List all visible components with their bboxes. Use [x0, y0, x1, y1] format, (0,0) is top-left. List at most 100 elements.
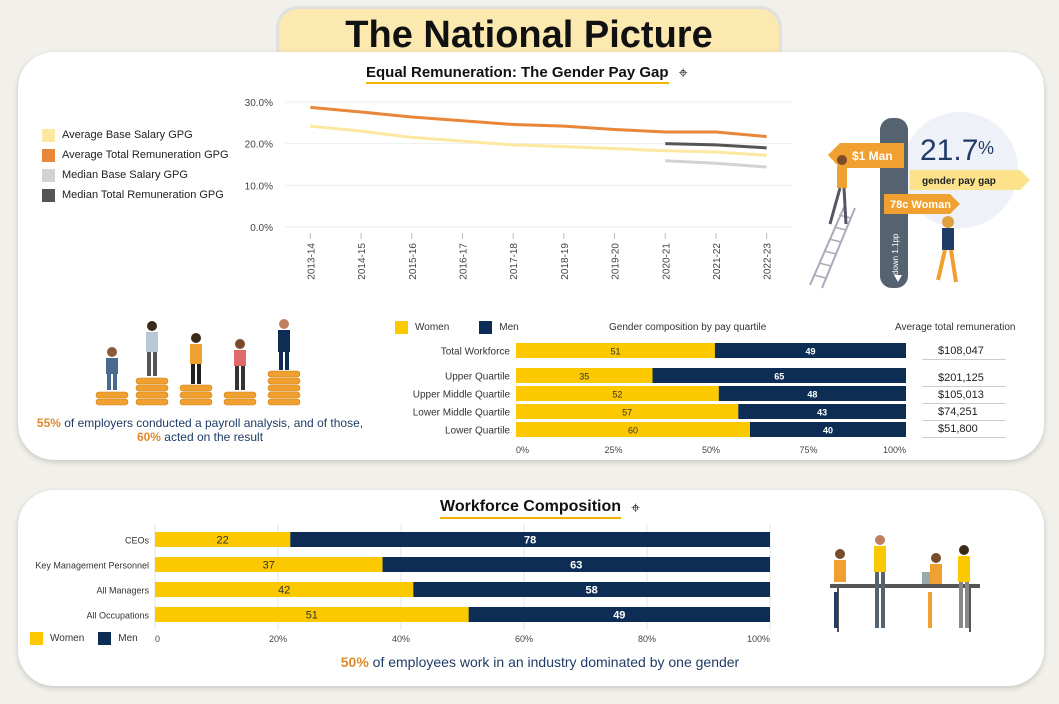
- data-label-men: 65: [774, 372, 784, 382]
- x-tick-label: 2014-15: [357, 243, 368, 280]
- gap-unit: %: [978, 138, 994, 158]
- bar-men: [718, 386, 906, 401]
- bar-men: [738, 404, 906, 419]
- legend-label: Median Total Remuneration GPG: [62, 189, 224, 201]
- data-label-women: 57: [622, 408, 632, 418]
- people-figures: [106, 319, 290, 390]
- colleague-figures: [834, 535, 970, 628]
- bar-women: [516, 404, 739, 419]
- x-tick-label: 50%: [702, 445, 720, 455]
- woman-sign-text: 78c Woman: [890, 199, 951, 211]
- click-cursor-icon[interactable]: ⌖: [678, 65, 688, 82]
- legend-swatch: [42, 168, 55, 182]
- click-cursor-icon[interactable]: ⌖: [631, 499, 641, 517]
- data-label-men: 58: [586, 585, 598, 597]
- gap-label-arrow: [910, 170, 1030, 190]
- quartile-bar-chart: Total Workforce 51 49 Upper Quartile 35 65 Upp…: [413, 343, 906, 455]
- man-figure-icon: [828, 155, 848, 225]
- legend-swatch-men: [479, 321, 493, 334]
- data-label-women: 60: [628, 426, 638, 436]
- man-sign-arrow: [828, 143, 904, 168]
- coins-illustration: [95, 319, 301, 406]
- data-label-women: 37: [263, 560, 275, 572]
- man-sign-text: $1 Man: [852, 149, 893, 163]
- legend-women-label: Women: [50, 633, 85, 644]
- data-label-women: 51: [306, 610, 318, 622]
- pay-gap-title-wrap: Equal Remuneration: The Gender Pay Gap ⌖: [366, 64, 688, 84]
- x-tick-label: 0: [155, 634, 160, 644]
- series-line: [665, 159, 767, 169]
- bar-women: [516, 368, 653, 383]
- coin-stacks: [95, 370, 301, 406]
- bar-men: [714, 343, 906, 358]
- legend-item-median-total[interactable]: Median Total Remuneration GPG: [42, 185, 229, 205]
- quartile-chart-title: Gender composition by pay quartile: [609, 322, 767, 333]
- data-label-men: 43: [817, 408, 827, 418]
- x-tick-label: 2020-21: [661, 243, 672, 280]
- remuneration-upper-middle: $105,013: [922, 387, 1006, 404]
- category-label: Upper Middle Quartile: [413, 390, 511, 401]
- remuneration-lower-middle: $74,251: [922, 404, 1006, 421]
- woman-figure-icon: [936, 216, 958, 283]
- category-label: Key Management Personnel: [35, 561, 149, 571]
- legend-women-label: Women: [415, 322, 450, 333]
- pay-gap-illustration: $1 Man 78c Woman gender pay gap 21.7 % d…: [809, 112, 1030, 289]
- series-line: [310, 124, 767, 157]
- legend-men-label: Men: [499, 322, 519, 333]
- data-label-men: 63: [570, 560, 582, 572]
- data-label-men: 49: [805, 347, 815, 357]
- data-label-women: 35: [579, 372, 589, 382]
- category-label: All Managers: [96, 586, 149, 596]
- legend-swatch-women: [30, 632, 43, 645]
- x-tick-label: 100%: [747, 634, 770, 644]
- workforce-caption-text: of employees work in an industry dominat…: [368, 654, 740, 670]
- category-label: Lower Middle Quartile: [413, 408, 511, 419]
- x-tick-label: 2021-22: [712, 243, 723, 280]
- workforce-caption: 50% of employees work in an industry dom…: [240, 654, 840, 670]
- bar-women: [155, 532, 291, 547]
- legend-men-label: Men: [118, 633, 138, 644]
- woman-sign-arrow: [884, 194, 960, 214]
- data-label-men: 48: [807, 390, 817, 400]
- ladder-rail: [809, 204, 846, 286]
- legend-item-avg-base[interactable]: Average Base Salary GPG: [42, 125, 229, 145]
- category-label: Lower Quartile: [445, 426, 510, 437]
- bar-men: [413, 582, 770, 597]
- x-tick-label: 2018-19: [560, 243, 571, 280]
- remuneration-upper: $201,125: [922, 370, 1006, 387]
- legend-swatch: [42, 188, 55, 202]
- x-tick-label: 60%: [515, 634, 533, 644]
- x-tick-label: 2015-16: [408, 243, 419, 280]
- bar-women: [155, 582, 414, 597]
- data-label-men: 49: [613, 610, 625, 622]
- workforce-title: Workforce Composition: [440, 498, 622, 519]
- bar-men: [652, 368, 906, 383]
- quartile-legend: Women Men: [395, 321, 519, 334]
- x-tick-label: 40%: [392, 634, 410, 644]
- bar-women: [516, 386, 719, 401]
- x-tick-label: 2013-14: [306, 243, 317, 280]
- legend-swatch: [42, 128, 55, 142]
- x-tick-label: 0%: [516, 445, 529, 455]
- y-tick-label: 20.0%: [245, 140, 273, 151]
- bar-men: [468, 607, 770, 622]
- legend-item-median-base[interactable]: Median Base Salary GPG: [42, 165, 229, 185]
- category-label: Total Workforce: [441, 347, 511, 358]
- legend-item-avg-total[interactable]: Average Total Remuneration GPG: [42, 145, 229, 165]
- pay-gap-title: Equal Remuneration: The Gender Pay Gap: [366, 64, 669, 84]
- x-tick-label: 20%: [269, 634, 287, 644]
- workforce-caption-pct: 50%: [340, 654, 369, 670]
- legend-swatch: [42, 148, 55, 162]
- x-tick-label: 2017-18: [509, 243, 520, 280]
- data-label-men: 40: [823, 426, 833, 436]
- remuneration-lower: $51,800: [922, 421, 1006, 438]
- bar-women: [155, 607, 469, 622]
- remuneration-header: Average total remuneration: [895, 322, 1016, 333]
- desk-icon: [830, 584, 980, 588]
- legend-swatch-women: [395, 321, 408, 334]
- remuneration-column: $108,047 $201,125 $105,013 $74,251 $51,8…: [922, 343, 1006, 438]
- bar-men: [382, 557, 770, 572]
- series-line: [310, 105, 767, 139]
- y-tick-label: 30.0%: [245, 98, 273, 109]
- page-title: The National Picture: [345, 14, 713, 56]
